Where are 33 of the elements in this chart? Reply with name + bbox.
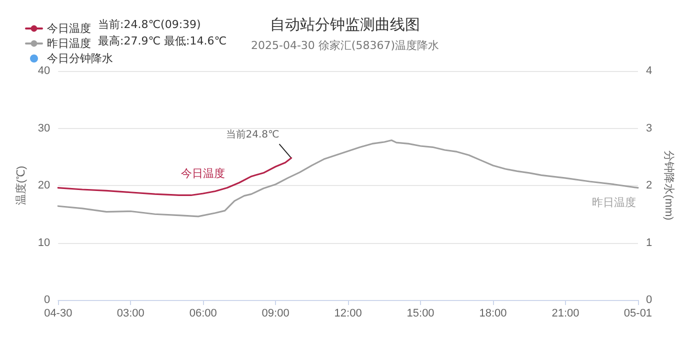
x-tick-label: 15:00 [406,308,434,320]
line-series [57,157,292,196]
chart-subtitle: 2025-04-30 徐家汇(58367)温度降水 [251,39,439,52]
y2-tick-label: 2 [646,180,652,192]
x-tick-label: 18:00 [479,308,507,320]
legend-label: 今日温度 [47,22,91,35]
y2-tick-label: 4 [646,65,652,77]
x-tick-label: 21:00 [552,308,580,320]
y-tick-label: 20 [38,180,50,192]
legend-label: 昨日温度 [47,37,91,50]
text: 当前:24.8℃(09:39) [98,18,201,31]
y-tick-label: 0 [44,294,50,306]
x-tick-label: 04-30 [44,308,72,320]
x-tick-label: 05-01 [624,308,652,320]
x-tick-label: 03:00 [116,308,144,320]
y2-axis-title: 分钟降水(mm) [662,150,676,220]
y2-tick-label: 1 [646,236,652,249]
y2-tick-label: 0 [646,294,652,306]
y-tick-label: 10 [38,236,50,249]
annotation: 今日温度 [181,167,225,180]
y-tick-label: 30 [38,122,50,134]
annotation: 昨日温度 [592,196,636,209]
chart-title: 自动站分钟监测曲线图 [270,16,420,34]
legend-label: 今日分钟降水 [47,52,113,65]
y2-tick-label: 3 [646,122,652,134]
x-tick-label: 12:00 [334,308,362,320]
text: 最高:27.9℃ 最低:14.6℃ [98,34,227,48]
y-tick-label: 40 [38,65,50,77]
x-tick-label: 06:00 [189,308,217,320]
line-series [57,139,639,218]
x-tick-label: 09:00 [262,308,290,320]
y-axis-title: 温度(℃) [14,166,28,206]
annotation: 当前24.8℃ [226,128,280,141]
